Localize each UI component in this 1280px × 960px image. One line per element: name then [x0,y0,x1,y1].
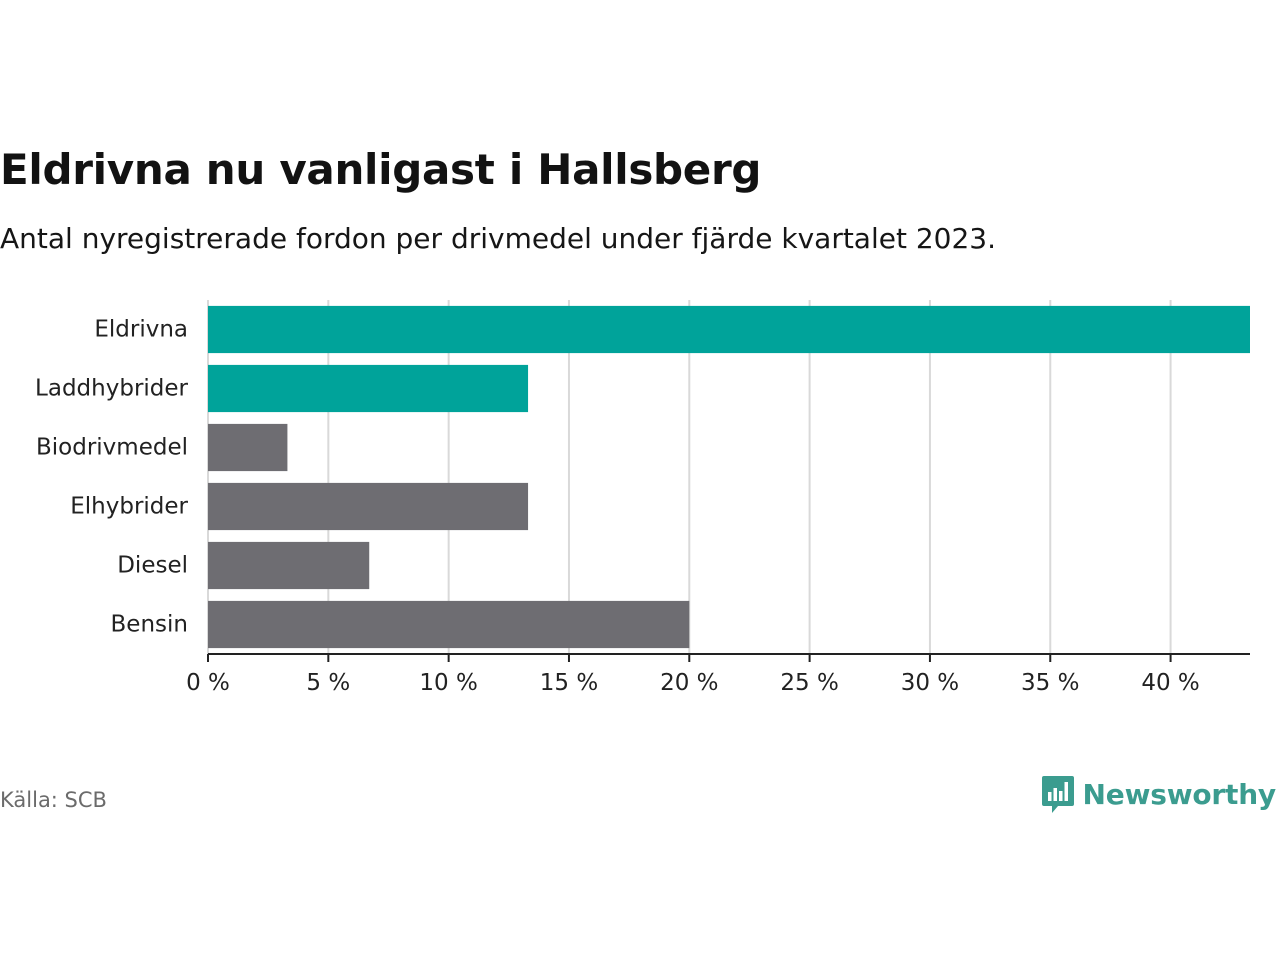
x-tick-label: 30 % [901,670,959,696]
category-label: Bensin [111,612,188,638]
bar-eldrivna [208,305,1250,354]
category-label: Laddhybrider [35,376,188,402]
x-tick-label: 0 % [186,670,230,696]
x-tick-label: 20 % [660,670,718,696]
chart-subtitle: Antal nyregistrerade fordon per drivmede… [0,222,997,255]
x-tick-label: 35 % [1021,670,1079,696]
category-label: Biodrivmedel [36,435,188,461]
bar-biodrivmedel [208,423,288,472]
x-tick-label: 10 % [419,670,477,696]
category-label: Diesel [117,553,188,579]
x-tick-label: 15 % [540,670,598,696]
bar-bensin [208,600,690,649]
category-label: Eldrivna [94,317,188,343]
chart-title: Eldrivna nu vanligast i Hallsberg [0,145,762,194]
x-tick-label: 25 % [780,670,838,696]
brand-name: Newsworthy [1082,777,1277,811]
bar-elhybrider [208,482,529,531]
x-tick-label: 40 % [1141,670,1199,696]
bar-chart-speech-bubble-icon [1041,776,1074,813]
bar-diesel [208,541,370,590]
x-tick-label: 5 % [306,670,350,696]
source-note: Källa: SCB [0,788,107,812]
category-label: Elhybrider [70,494,188,520]
bar-chart: Eldrivna Laddhybrider Biodrivmedel Elhybrid… [35,300,1250,696]
brand-logo: Newsworthy [1041,774,1276,814]
bar-laddhybrider [208,364,529,413]
